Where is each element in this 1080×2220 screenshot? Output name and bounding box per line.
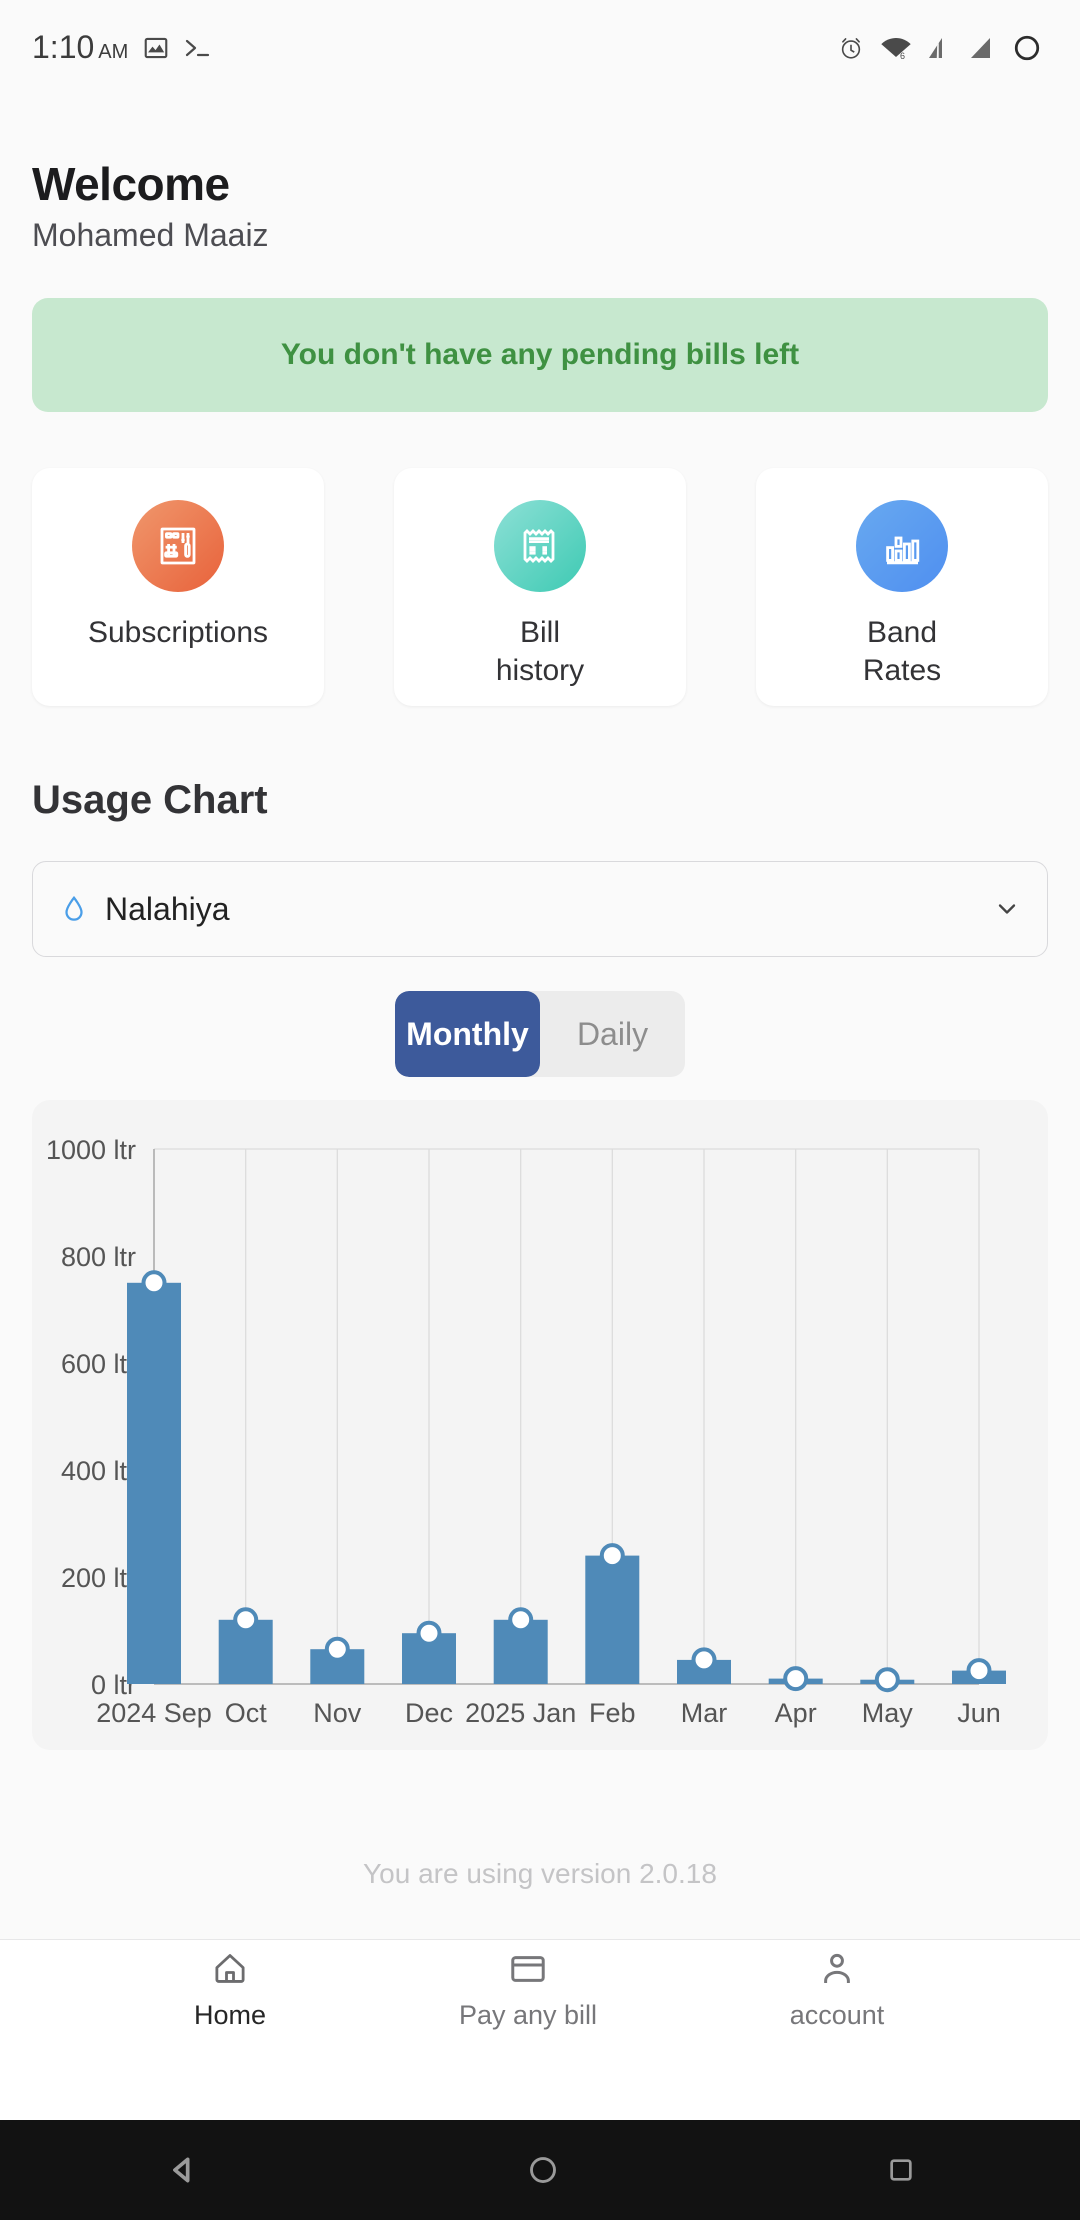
svg-text:Nov: Nov: [313, 1698, 362, 1728]
svg-text:200 ltr: 200 ltr: [61, 1563, 136, 1593]
svg-text:1000 ltr: 1000 ltr: [46, 1135, 136, 1165]
svg-text:Oct: Oct: [225, 1698, 268, 1728]
svg-text:Jun: Jun: [957, 1698, 1001, 1728]
svg-text:Apr: Apr: [775, 1698, 817, 1728]
svg-text:May: May: [862, 1698, 914, 1728]
svg-text:600 ltr: 600 ltr: [61, 1349, 136, 1379]
svg-text:2024 Sep: 2024 Sep: [96, 1698, 212, 1728]
svg-text:6: 6: [900, 51, 905, 59]
svg-text:800 ltr: 800 ltr: [61, 1242, 136, 1272]
svg-text:2025 Jan: 2025 Jan: [465, 1698, 576, 1728]
svg-text:Feb: Feb: [589, 1698, 636, 1728]
svg-text:400 ltr: 400 ltr: [61, 1456, 136, 1486]
svg-text:Mar: Mar: [681, 1698, 728, 1728]
svg-text:Dec: Dec: [405, 1698, 453, 1728]
